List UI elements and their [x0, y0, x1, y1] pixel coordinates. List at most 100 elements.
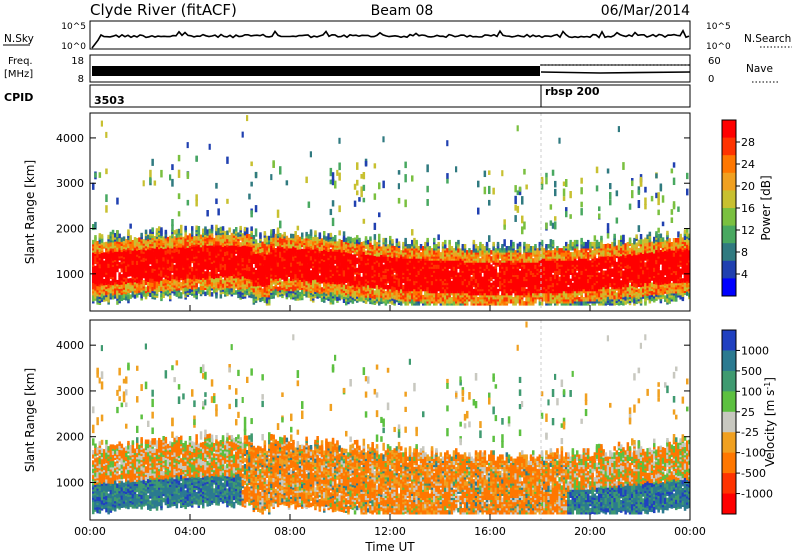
- heatmap-cell: [391, 239, 394, 244]
- heatmap-cell: [323, 239, 326, 244]
- heatmap-cell: [477, 180, 480, 188]
- heatmap-cell: [400, 270, 403, 275]
- heatmap-cell: [331, 236, 335, 242]
- heatmap-cell: [340, 256, 344, 261]
- heatmap-cell: [147, 234, 150, 240]
- heatmap-cell: [235, 227, 238, 232]
- heatmap-cell: [369, 289, 372, 294]
- heatmap-cell: [122, 293, 126, 298]
- heatmap-cell: [202, 265, 205, 270]
- heatmap-cell: [248, 193, 251, 200]
- heatmap-cell: [411, 294, 414, 300]
- heatmap-cell: [483, 246, 487, 251]
- heatmap-cell: [384, 290, 388, 296]
- heatmap-cell: [466, 250, 469, 255]
- heatmap-cell: [193, 252, 196, 257]
- heatmap-cell: [301, 232, 304, 237]
- heatmap-cell: [111, 229, 115, 235]
- heatmap-cell: [367, 284, 370, 290]
- heatmap-cell: [351, 278, 355, 284]
- heatmap-cell: [296, 245, 300, 250]
- heatmap-cell: [485, 290, 489, 296]
- heatmap-cell: [325, 287, 328, 292]
- heatmap-cell: [162, 236, 165, 241]
- heatmap-cell: [470, 301, 473, 306]
- heatmap-cell: [142, 290, 146, 295]
- heatmap-cell: [199, 234, 203, 240]
- heatmap-cell: [276, 245, 280, 251]
- heatmap-cell: [292, 286, 295, 292]
- heatmap-cell: [331, 291, 335, 297]
- heatmap-cell: [129, 278, 132, 283]
- heatmap-cell: [147, 281, 150, 287]
- heatmap-cell: [362, 296, 366, 301]
- heatmap-cell: [100, 272, 104, 278]
- heatmap-cell: [208, 263, 212, 268]
- heatmap-cell: [188, 274, 192, 279]
- heatmap-cell: [162, 269, 165, 274]
- heatmap-cell: [426, 185, 429, 193]
- heatmap-cell: [98, 263, 102, 269]
- heatmap-cell: [404, 174, 407, 183]
- heatmap-cell: [155, 277, 159, 282]
- heatmap-cell: [312, 241, 315, 246]
- heatmap-cell: [298, 295, 302, 301]
- heatmap-cell: [213, 254, 216, 259]
- heatmap-cell: [384, 248, 388, 253]
- heatmap-cell: [373, 234, 377, 240]
- heatmap-cell: [329, 298, 333, 303]
- heatmap-cell: [254, 245, 258, 250]
- heatmap-cell: [397, 183, 400, 190]
- heatmap-cell: [287, 278, 291, 284]
- heatmap-cell: [340, 282, 344, 288]
- heatmap-cell: [419, 288, 423, 294]
- heatmap-cell: [386, 285, 390, 290]
- heatmap-cell: [94, 279, 97, 285]
- heatmap-cell: [125, 239, 128, 244]
- nsearch-label: N.Search: [744, 33, 791, 45]
- heatmap-cell: [239, 225, 242, 231]
- heatmap-cell: [195, 199, 198, 207]
- heatmap-cell: [347, 281, 350, 286]
- heatmap-cell: [270, 255, 273, 261]
- heatmap-cell: [303, 281, 306, 286]
- heatmap-cell: [186, 199, 190, 206]
- heatmap-cell: [391, 286, 394, 291]
- heatmap-cell: [345, 284, 348, 290]
- freq-label-1: Freq.: [8, 56, 33, 67]
- heatmap-cell: [334, 255, 337, 260]
- heatmap-cell: [195, 245, 198, 251]
- heatmap-cell: [94, 241, 97, 246]
- heatmap-cell: [197, 264, 201, 270]
- heatmap-cell: [358, 237, 361, 243]
- heatmap-cell: [411, 239, 414, 245]
- heatmap-cell: [351, 266, 355, 272]
- heatmap-cell: [437, 252, 440, 257]
- heatmap-cell: [243, 290, 247, 295]
- heatmap-cell: [94, 255, 97, 260]
- nave-label: Nave: [746, 63, 773, 75]
- heatmap-cell: [103, 252, 106, 257]
- heatmap-cell: [408, 244, 412, 249]
- heatmap-cell: [197, 230, 201, 235]
- heatmap-cell: [96, 251, 99, 256]
- heatmap-cell: [94, 265, 97, 271]
- heatmap-cell: [248, 266, 251, 272]
- heatmap-cell: [404, 254, 407, 259]
- heatmap-cell: [131, 240, 135, 245]
- heatmap-cell: [241, 233, 245, 238]
- heatmap-cell: [206, 210, 209, 217]
- heatmap-cell: [226, 198, 229, 204]
- heatmap-cell: [224, 271, 227, 277]
- heatmap-cell: [329, 208, 333, 216]
- heatmap-cell: [122, 271, 126, 276]
- heatmap-cell: [488, 199, 491, 206]
- heatmap-cell: [98, 247, 102, 252]
- heatmap-cell: [404, 199, 407, 208]
- heatmap-cell: [360, 250, 363, 255]
- heatmap-cell: [151, 268, 154, 273]
- heatmap-cell: [118, 249, 121, 255]
- heatmap-cell: [109, 293, 113, 298]
- heatmap-cell: [202, 240, 205, 246]
- heatmap-cell: [362, 218, 366, 224]
